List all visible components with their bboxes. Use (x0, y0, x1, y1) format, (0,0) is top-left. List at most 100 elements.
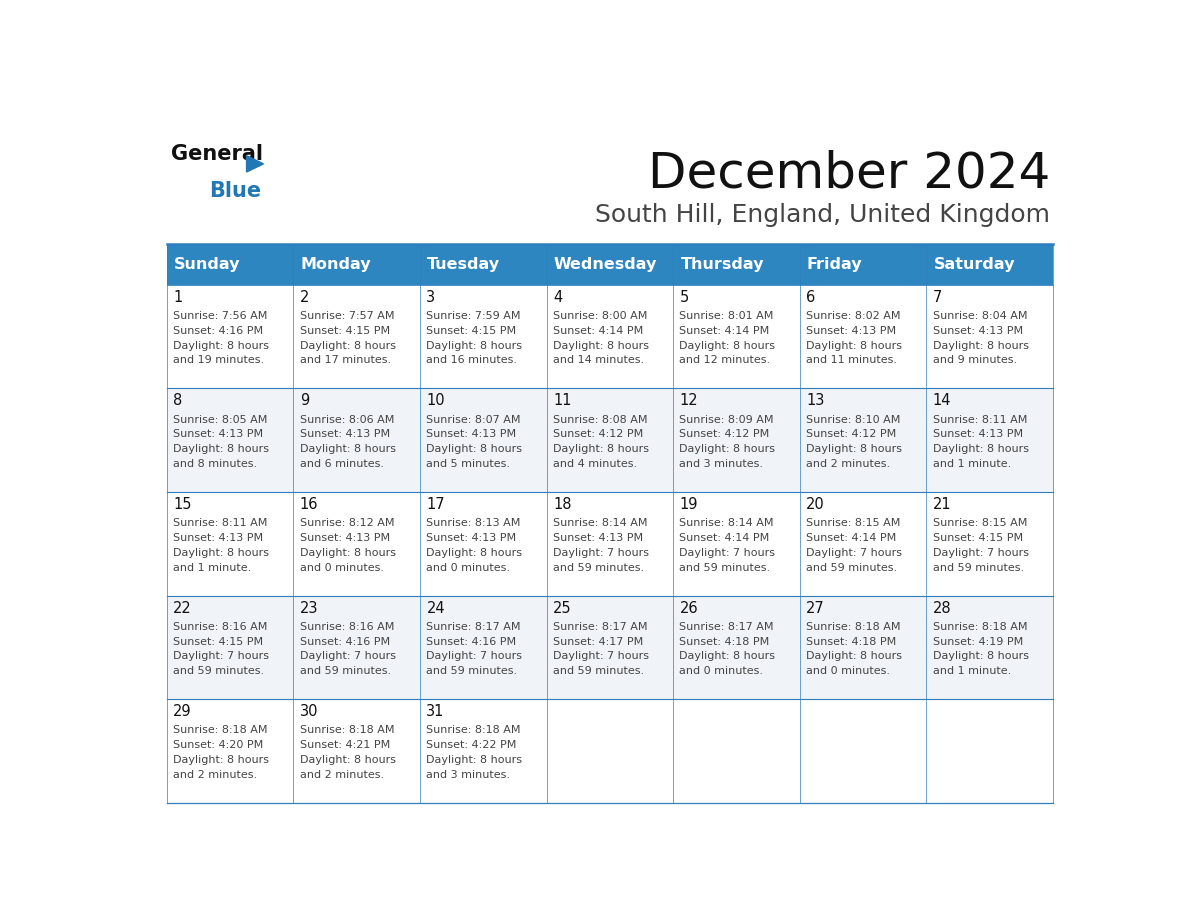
Bar (674, 285, 800, 388)
Text: Thursday: Thursday (681, 257, 764, 272)
Bar (421, 285, 546, 388)
Text: 17: 17 (426, 497, 446, 512)
Text: Sunrise: 8:02 AM: Sunrise: 8:02 AM (805, 311, 901, 321)
Text: Sunset: 4:17 PM: Sunset: 4:17 PM (552, 636, 643, 646)
Text: Sunset: 4:13 PM: Sunset: 4:13 PM (299, 430, 390, 440)
Text: Sunrise: 8:14 AM: Sunrise: 8:14 AM (680, 518, 773, 528)
Text: Blue: Blue (209, 181, 261, 201)
Text: Tuesday: Tuesday (428, 257, 500, 272)
Text: 3: 3 (426, 290, 436, 305)
Bar (421, 596, 546, 700)
Bar (293, 285, 421, 388)
Bar (674, 700, 800, 803)
Text: Sunset: 4:15 PM: Sunset: 4:15 PM (933, 533, 1023, 543)
Text: Sunset: 4:13 PM: Sunset: 4:13 PM (933, 326, 1023, 336)
Text: and 59 minutes.: and 59 minutes. (552, 563, 644, 573)
Text: Daylight: 7 hours: Daylight: 7 hours (552, 652, 649, 662)
Text: Sunrise: 8:01 AM: Sunrise: 8:01 AM (680, 311, 773, 321)
Text: Sunrise: 8:15 AM: Sunrise: 8:15 AM (933, 518, 1026, 528)
Text: and 8 minutes.: and 8 minutes. (173, 459, 258, 469)
Text: and 59 minutes.: and 59 minutes. (680, 563, 771, 573)
Text: Sunrise: 8:14 AM: Sunrise: 8:14 AM (552, 518, 647, 528)
Text: December 2024: December 2024 (647, 149, 1050, 197)
Text: Sunset: 4:12 PM: Sunset: 4:12 PM (680, 430, 770, 440)
Text: Sunrise: 8:05 AM: Sunrise: 8:05 AM (173, 415, 267, 424)
Text: and 6 minutes.: and 6 minutes. (299, 459, 384, 469)
Text: Sunrise: 8:18 AM: Sunrise: 8:18 AM (173, 725, 267, 735)
Text: Sunset: 4:14 PM: Sunset: 4:14 PM (680, 326, 770, 336)
Bar (293, 388, 421, 492)
Bar (293, 492, 421, 596)
Text: Friday: Friday (807, 257, 862, 272)
Text: Sunset: 4:15 PM: Sunset: 4:15 PM (426, 326, 517, 336)
Text: Sunset: 4:13 PM: Sunset: 4:13 PM (173, 430, 264, 440)
Text: Wednesday: Wednesday (554, 257, 657, 272)
Bar (166, 492, 293, 596)
Bar (927, 492, 1053, 596)
Text: Sunset: 4:12 PM: Sunset: 4:12 PM (805, 430, 896, 440)
Text: Sunrise: 8:17 AM: Sunrise: 8:17 AM (680, 621, 773, 632)
Text: 25: 25 (552, 600, 571, 616)
Text: and 11 minutes.: and 11 minutes. (805, 355, 897, 365)
Text: and 59 minutes.: and 59 minutes. (299, 666, 391, 677)
Text: Sunset: 4:20 PM: Sunset: 4:20 PM (173, 740, 264, 750)
Text: Sunrise: 7:57 AM: Sunrise: 7:57 AM (299, 311, 394, 321)
Text: South Hill, England, United Kingdom: South Hill, England, United Kingdom (595, 204, 1050, 228)
Text: Daylight: 8 hours: Daylight: 8 hours (299, 548, 396, 558)
Text: Sunset: 4:16 PM: Sunset: 4:16 PM (173, 326, 264, 336)
Text: 28: 28 (933, 600, 952, 616)
Text: 23: 23 (299, 600, 318, 616)
Text: and 1 minute.: and 1 minute. (933, 459, 1011, 469)
Text: Sunrise: 8:16 AM: Sunrise: 8:16 AM (173, 621, 267, 632)
Bar (800, 244, 927, 285)
Bar (927, 700, 1053, 803)
Text: 26: 26 (680, 600, 699, 616)
Text: and 1 minute.: and 1 minute. (933, 666, 1011, 677)
Bar (674, 596, 800, 700)
Text: and 14 minutes.: and 14 minutes. (552, 355, 644, 365)
Bar (674, 244, 800, 285)
Text: 27: 27 (805, 600, 824, 616)
Text: Daylight: 8 hours: Daylight: 8 hours (173, 341, 270, 351)
Text: 6: 6 (805, 290, 815, 305)
Text: Daylight: 7 hours: Daylight: 7 hours (805, 548, 902, 558)
Text: Sunrise: 8:18 AM: Sunrise: 8:18 AM (299, 725, 394, 735)
Text: Daylight: 8 hours: Daylight: 8 hours (680, 444, 776, 454)
Text: and 16 minutes.: and 16 minutes. (426, 355, 518, 365)
Text: Sunrise: 8:18 AM: Sunrise: 8:18 AM (805, 621, 901, 632)
Text: 11: 11 (552, 393, 571, 409)
Bar (927, 596, 1053, 700)
Text: and 9 minutes.: and 9 minutes. (933, 355, 1017, 365)
Text: Daylight: 7 hours: Daylight: 7 hours (680, 548, 776, 558)
Text: Daylight: 8 hours: Daylight: 8 hours (299, 444, 396, 454)
Bar (166, 244, 293, 285)
Bar (166, 285, 293, 388)
Text: 2: 2 (299, 290, 309, 305)
Bar (546, 492, 674, 596)
Text: Daylight: 8 hours: Daylight: 8 hours (552, 444, 649, 454)
Text: and 2 minutes.: and 2 minutes. (173, 770, 258, 780)
Text: Sunday: Sunday (175, 257, 241, 272)
Text: 9: 9 (299, 393, 309, 409)
Text: 8: 8 (173, 393, 183, 409)
Bar (674, 492, 800, 596)
Text: and 4 minutes.: and 4 minutes. (552, 459, 637, 469)
Text: Sunrise: 8:04 AM: Sunrise: 8:04 AM (933, 311, 1028, 321)
Text: Daylight: 7 hours: Daylight: 7 hours (299, 652, 396, 662)
Polygon shape (247, 156, 264, 172)
Text: Sunset: 4:15 PM: Sunset: 4:15 PM (299, 326, 390, 336)
Bar (293, 244, 421, 285)
Text: and 59 minutes.: and 59 minutes. (426, 666, 518, 677)
Bar (800, 700, 927, 803)
Text: Daylight: 8 hours: Daylight: 8 hours (173, 444, 270, 454)
Bar (674, 388, 800, 492)
Text: and 59 minutes.: and 59 minutes. (552, 666, 644, 677)
Text: Sunrise: 8:15 AM: Sunrise: 8:15 AM (805, 518, 901, 528)
Text: 18: 18 (552, 497, 571, 512)
Text: Sunset: 4:18 PM: Sunset: 4:18 PM (680, 636, 770, 646)
Bar (800, 388, 927, 492)
Text: and 5 minutes.: and 5 minutes. (426, 459, 511, 469)
Text: Daylight: 8 hours: Daylight: 8 hours (805, 341, 902, 351)
Text: Sunset: 4:13 PM: Sunset: 4:13 PM (933, 430, 1023, 440)
Text: and 2 minutes.: and 2 minutes. (805, 459, 890, 469)
